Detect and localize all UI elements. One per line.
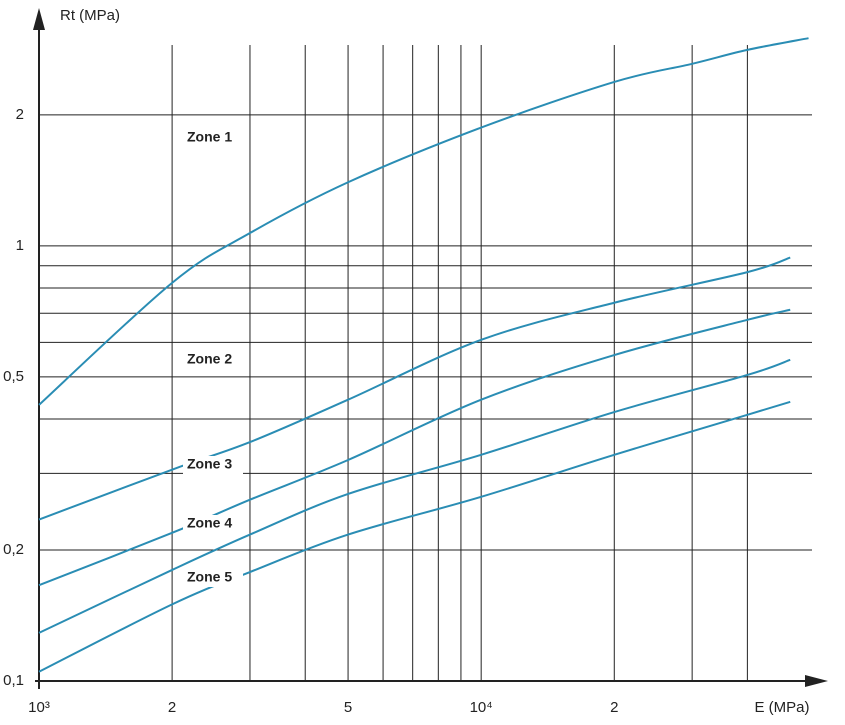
zone-label: Zone 3 <box>187 456 232 472</box>
curve <box>38 256 791 521</box>
x-tick-label: 10⁴ <box>470 699 493 716</box>
label-bg <box>183 351 243 369</box>
y-tick-label: 1 <box>16 237 24 254</box>
y-tick-label: 0,5 <box>3 368 24 385</box>
y-axis-arrow <box>33 8 45 30</box>
x-tick-label: 5 <box>344 699 352 716</box>
zone-label: Zone 2 <box>187 351 232 367</box>
curve <box>38 400 791 673</box>
x-axis-label: E (MPa) <box>754 699 809 716</box>
label-bg <box>183 129 243 147</box>
y-axis-label: Rt (MPa) <box>60 7 120 24</box>
x-tick-label: 10³ <box>28 699 50 716</box>
x-axis-arrow <box>805 675 828 687</box>
curve <box>38 37 809 406</box>
y-tick-label: 0,2 <box>3 541 24 558</box>
label-bg <box>183 569 243 587</box>
zone-label: Zone 4 <box>187 515 232 531</box>
x-tick-label: 2 <box>168 699 176 716</box>
y-tick-label: 0,1 <box>3 672 24 689</box>
curve <box>38 358 791 634</box>
y-tick-label: 2 <box>16 106 24 123</box>
label-bg <box>183 515 243 533</box>
curve <box>38 308 791 587</box>
label-bg <box>183 456 243 474</box>
zone-label: Zone 1 <box>187 129 232 145</box>
x-tick-label: 2 <box>610 699 618 716</box>
zone-label: Zone 5 <box>187 569 232 585</box>
